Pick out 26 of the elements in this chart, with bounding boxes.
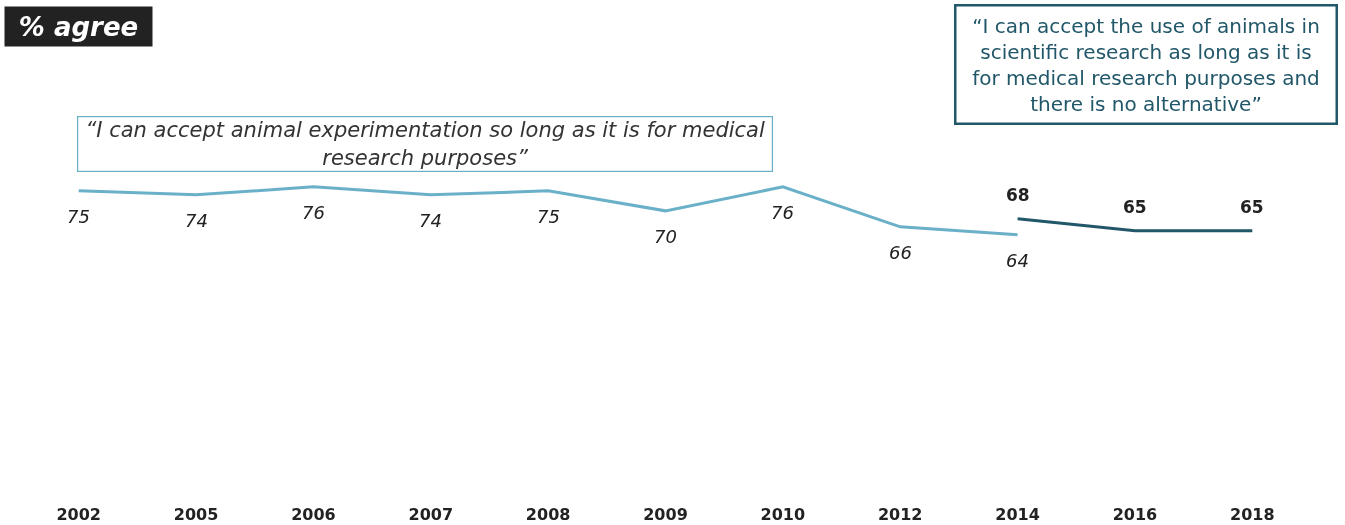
text: % agree bbox=[18, 11, 139, 42]
text: “I can accept the use of animals in scientific research as long as it is for medical research purposes and there is no alternative” bbox=[972, 13, 1320, 116]
x-tick-label: 2006 bbox=[291, 505, 336, 524]
data-label: 66 bbox=[889, 242, 912, 263]
x-tick-label: 2012 bbox=[877, 505, 923, 524]
data-label: 74 bbox=[419, 210, 442, 231]
data-label: 76 bbox=[302, 202, 325, 223]
data-label: 64 bbox=[1006, 250, 1029, 271]
x-tick-label: 2008 bbox=[525, 505, 571, 524]
data-label: 76 bbox=[771, 202, 794, 223]
x-tick-label: 2007 bbox=[408, 505, 454, 524]
x-tick-label: 2005 bbox=[173, 505, 219, 524]
data-label: 65 bbox=[1123, 197, 1147, 217]
series-label: “I can accept animal experimentation so long as it is for medical research purposes” bbox=[85, 118, 765, 170]
data-label: 74 bbox=[185, 210, 208, 231]
data-label: 75 bbox=[537, 206, 560, 227]
x-tick-label: 2010 bbox=[760, 505, 806, 524]
data-label: 75 bbox=[67, 206, 90, 227]
x-tick-label: 2009 bbox=[643, 505, 688, 524]
data-label: 70 bbox=[654, 226, 677, 247]
x-tick-label: 2014 bbox=[995, 505, 1040, 524]
x-tick-label: 2016 bbox=[1112, 505, 1158, 524]
data-label: 65 bbox=[1240, 197, 1264, 217]
x-tick-label: 2002 bbox=[56, 505, 101, 524]
data-label: 68 bbox=[1006, 185, 1030, 205]
x-tick-label: 2018 bbox=[1230, 505, 1275, 524]
